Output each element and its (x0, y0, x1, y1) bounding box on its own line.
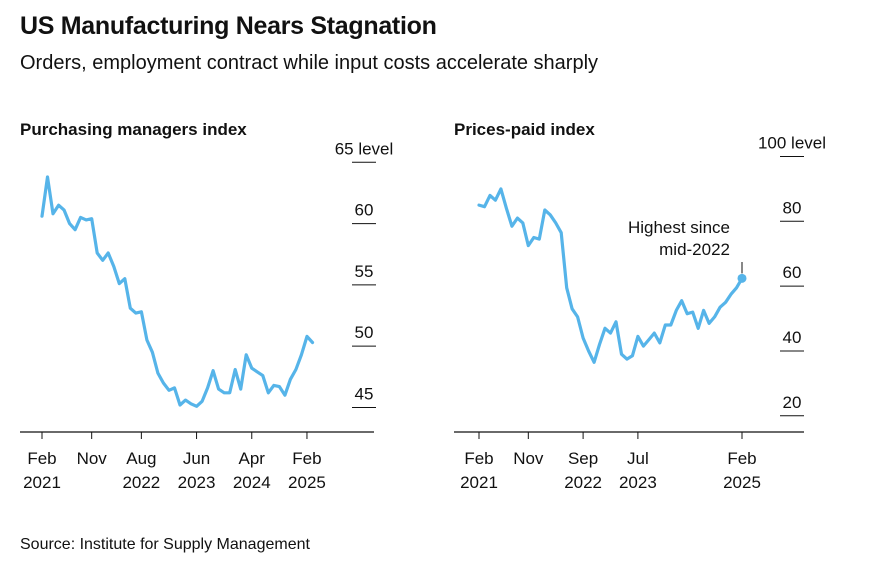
pmi-x-tick-label: Feb (27, 449, 56, 468)
pmi-x-tick-year: 2022 (122, 473, 160, 492)
pmi-y-tick-label: 60 (355, 201, 374, 220)
prices-paid-x-tick-label: Sep (568, 449, 598, 468)
prices-paid-series-line (477, 187, 744, 364)
chart-subtitle: Orders, employment contract while input … (20, 52, 599, 74)
prices-paid-annotation: Highest since (628, 218, 730, 237)
prices-paid-annotation: mid-2022 (659, 240, 730, 259)
prices-paid-x-tick-label: Nov (513, 449, 544, 468)
pmi-panel-title: Purchasing managers index (20, 120, 247, 139)
prices-paid-last-point (737, 273, 747, 283)
pmi-x-tick-year: 2021 (23, 473, 61, 492)
chart-title: US Manufacturing Nears Stagnation (20, 12, 437, 40)
pmi-x-tick-label: Jun (183, 449, 210, 468)
prices-paid-y-tick-label: 20 (783, 393, 802, 412)
prices-paid-x-tick-year: 2025 (723, 473, 761, 492)
pmi-y-tick-label: 45 (355, 384, 374, 403)
pmi-x-tick-label: Feb (292, 449, 321, 468)
pmi-x-tick-year: 2024 (233, 473, 271, 492)
pmi-y-tick-label: 55 (355, 262, 374, 281)
prices-paid-panel-title: Prices-paid index (454, 120, 595, 139)
pmi-series-line (40, 175, 315, 408)
prices-paid-x-tick-label: Jul (627, 449, 649, 468)
prices-paid-x-tick-label: Feb (464, 449, 493, 468)
prices-paid-x-tick-year: 2023 (619, 473, 657, 492)
prices-paid-y-tick-label: 80 (783, 198, 802, 217)
prices-paid-chart: Prices-paid index 20 40 60 80 100 level Feb 202… (454, 120, 826, 492)
pmi-x-tick-year: 2023 (178, 473, 216, 492)
source-note: Source: Institute for Supply Management (20, 536, 310, 553)
prices-paid-x-tick-year: 2021 (460, 473, 498, 492)
pmi-x-tick-label: Apr (239, 449, 266, 468)
pmi-chart: Purchasing managers index 45 50 55 60 65 leve… (20, 120, 394, 492)
prices-paid-y-tick-label: 40 (783, 328, 802, 347)
prices-paid-x-tick-label: Feb (727, 449, 756, 468)
pmi-y-tick-label: 50 (355, 323, 374, 342)
pmi-x-tick-year: 2025 (288, 473, 326, 492)
pmi-x-tick-label: Aug (126, 449, 156, 468)
pmi-y-tick-label: 65 level (335, 139, 394, 158)
prices-paid-y-tick-label: 60 (783, 263, 802, 282)
prices-paid-x-tick-year: 2022 (564, 473, 602, 492)
pmi-x-tick-label: Nov (77, 449, 108, 468)
prices-paid-y-tick-label: 100 level (758, 133, 826, 152)
